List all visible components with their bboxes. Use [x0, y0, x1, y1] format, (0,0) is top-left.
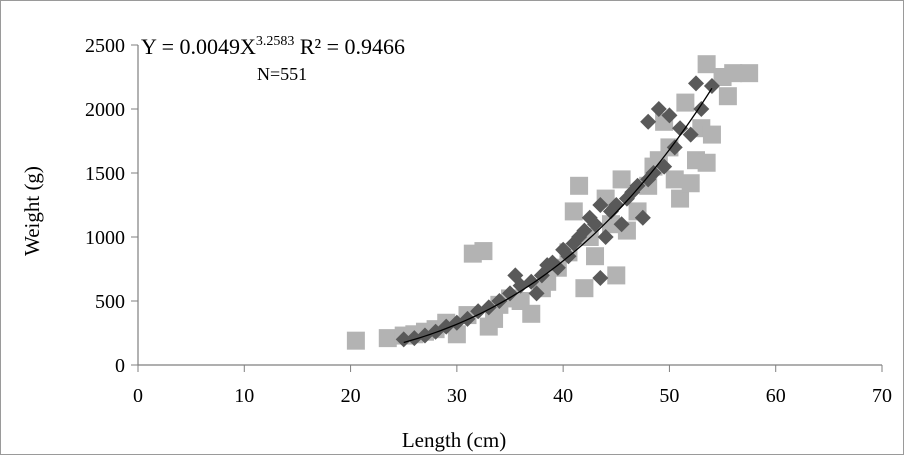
diamond-point [688, 75, 704, 92]
y-tick-label: 500 [95, 291, 125, 313]
sample-size-annotation: N=551 [257, 64, 307, 84]
y-tick-label: 0 [115, 355, 125, 377]
tick-labels-layer: 0 10 20 30 40 50 60 70 0 500 1000 1500 2000 2500 [85, 35, 892, 407]
diamond-point [650, 101, 667, 117]
diamond-point [661, 107, 678, 124]
square-point [697, 153, 716, 172]
diamond-point [693, 101, 710, 117]
y-tick-label: 2500 [85, 35, 125, 57]
square-point [570, 176, 589, 195]
y-tick-label: 1500 [85, 163, 125, 185]
square-point [724, 64, 743, 83]
square-point [612, 170, 631, 189]
y-tick-label: 2000 [85, 99, 125, 121]
square-point [474, 242, 493, 261]
y-tick-label: 1000 [85, 227, 125, 249]
diamond-point [703, 77, 720, 94]
square-point [718, 87, 737, 106]
power-trendline [403, 87, 713, 344]
square-point [564, 202, 583, 221]
equation-annotation: Y = 0.0049X3.2583 R² = 0.9466 [141, 34, 405, 59]
square-point [607, 266, 626, 285]
diamond-point [672, 120, 689, 137]
diamond-point [592, 269, 609, 286]
square-point [447, 325, 466, 344]
diamond-point [629, 177, 646, 194]
x-tick-label: 40 [553, 385, 573, 407]
diamond-point [523, 273, 540, 290]
diamond-point [587, 216, 604, 233]
diamond-point [645, 165, 662, 181]
diamond-point [608, 197, 625, 213]
x-tick-label: 20 [341, 385, 361, 407]
x-tick-label: 0 [133, 385, 143, 407]
y-axis-title: Weight (g) [20, 166, 44, 256]
diamond-point [528, 285, 545, 302]
x-axis-title: Length (cm) [402, 428, 506, 452]
square-point [671, 189, 690, 208]
x-tick-label: 10 [234, 385, 254, 407]
diamond-point [406, 330, 423, 347]
equation-r2: R² = 0.9466 [294, 34, 405, 59]
x-tick-label: 60 [766, 385, 786, 407]
x-tick-label: 70 [872, 385, 892, 407]
square-point [697, 55, 716, 74]
square-point [601, 215, 620, 234]
x-tick-label: 30 [447, 385, 467, 407]
x-tick-label: 50 [659, 385, 679, 407]
axes-layer [131, 44, 883, 372]
diamond-point [666, 139, 683, 156]
square-point [702, 125, 721, 144]
square-point [378, 329, 397, 348]
square-point [586, 247, 605, 266]
diamond-point [502, 285, 518, 302]
diamond-point [613, 216, 630, 233]
equation-prefix: Y = 0.0049X [141, 34, 256, 59]
diamond-point [682, 126, 699, 143]
square-series-layer [346, 55, 759, 350]
square-point [522, 304, 541, 323]
square-point [575, 279, 594, 298]
diamond-point [576, 222, 593, 239]
square-point [681, 174, 700, 193]
diamond-series-layer [395, 75, 720, 348]
square-point [740, 64, 759, 83]
diamond-point [592, 197, 609, 213]
diamond-point [549, 259, 566, 276]
square-point [346, 331, 365, 350]
square-point [665, 170, 684, 189]
trendline-layer [403, 87, 713, 344]
diamond-point [395, 331, 412, 348]
equation-exponent: 3.2583 [256, 34, 295, 49]
diamond-point [491, 293, 508, 309]
square-point [676, 93, 695, 112]
diamond-point [597, 229, 614, 245]
diamond-point [640, 113, 657, 130]
diamond-point [634, 209, 651, 226]
